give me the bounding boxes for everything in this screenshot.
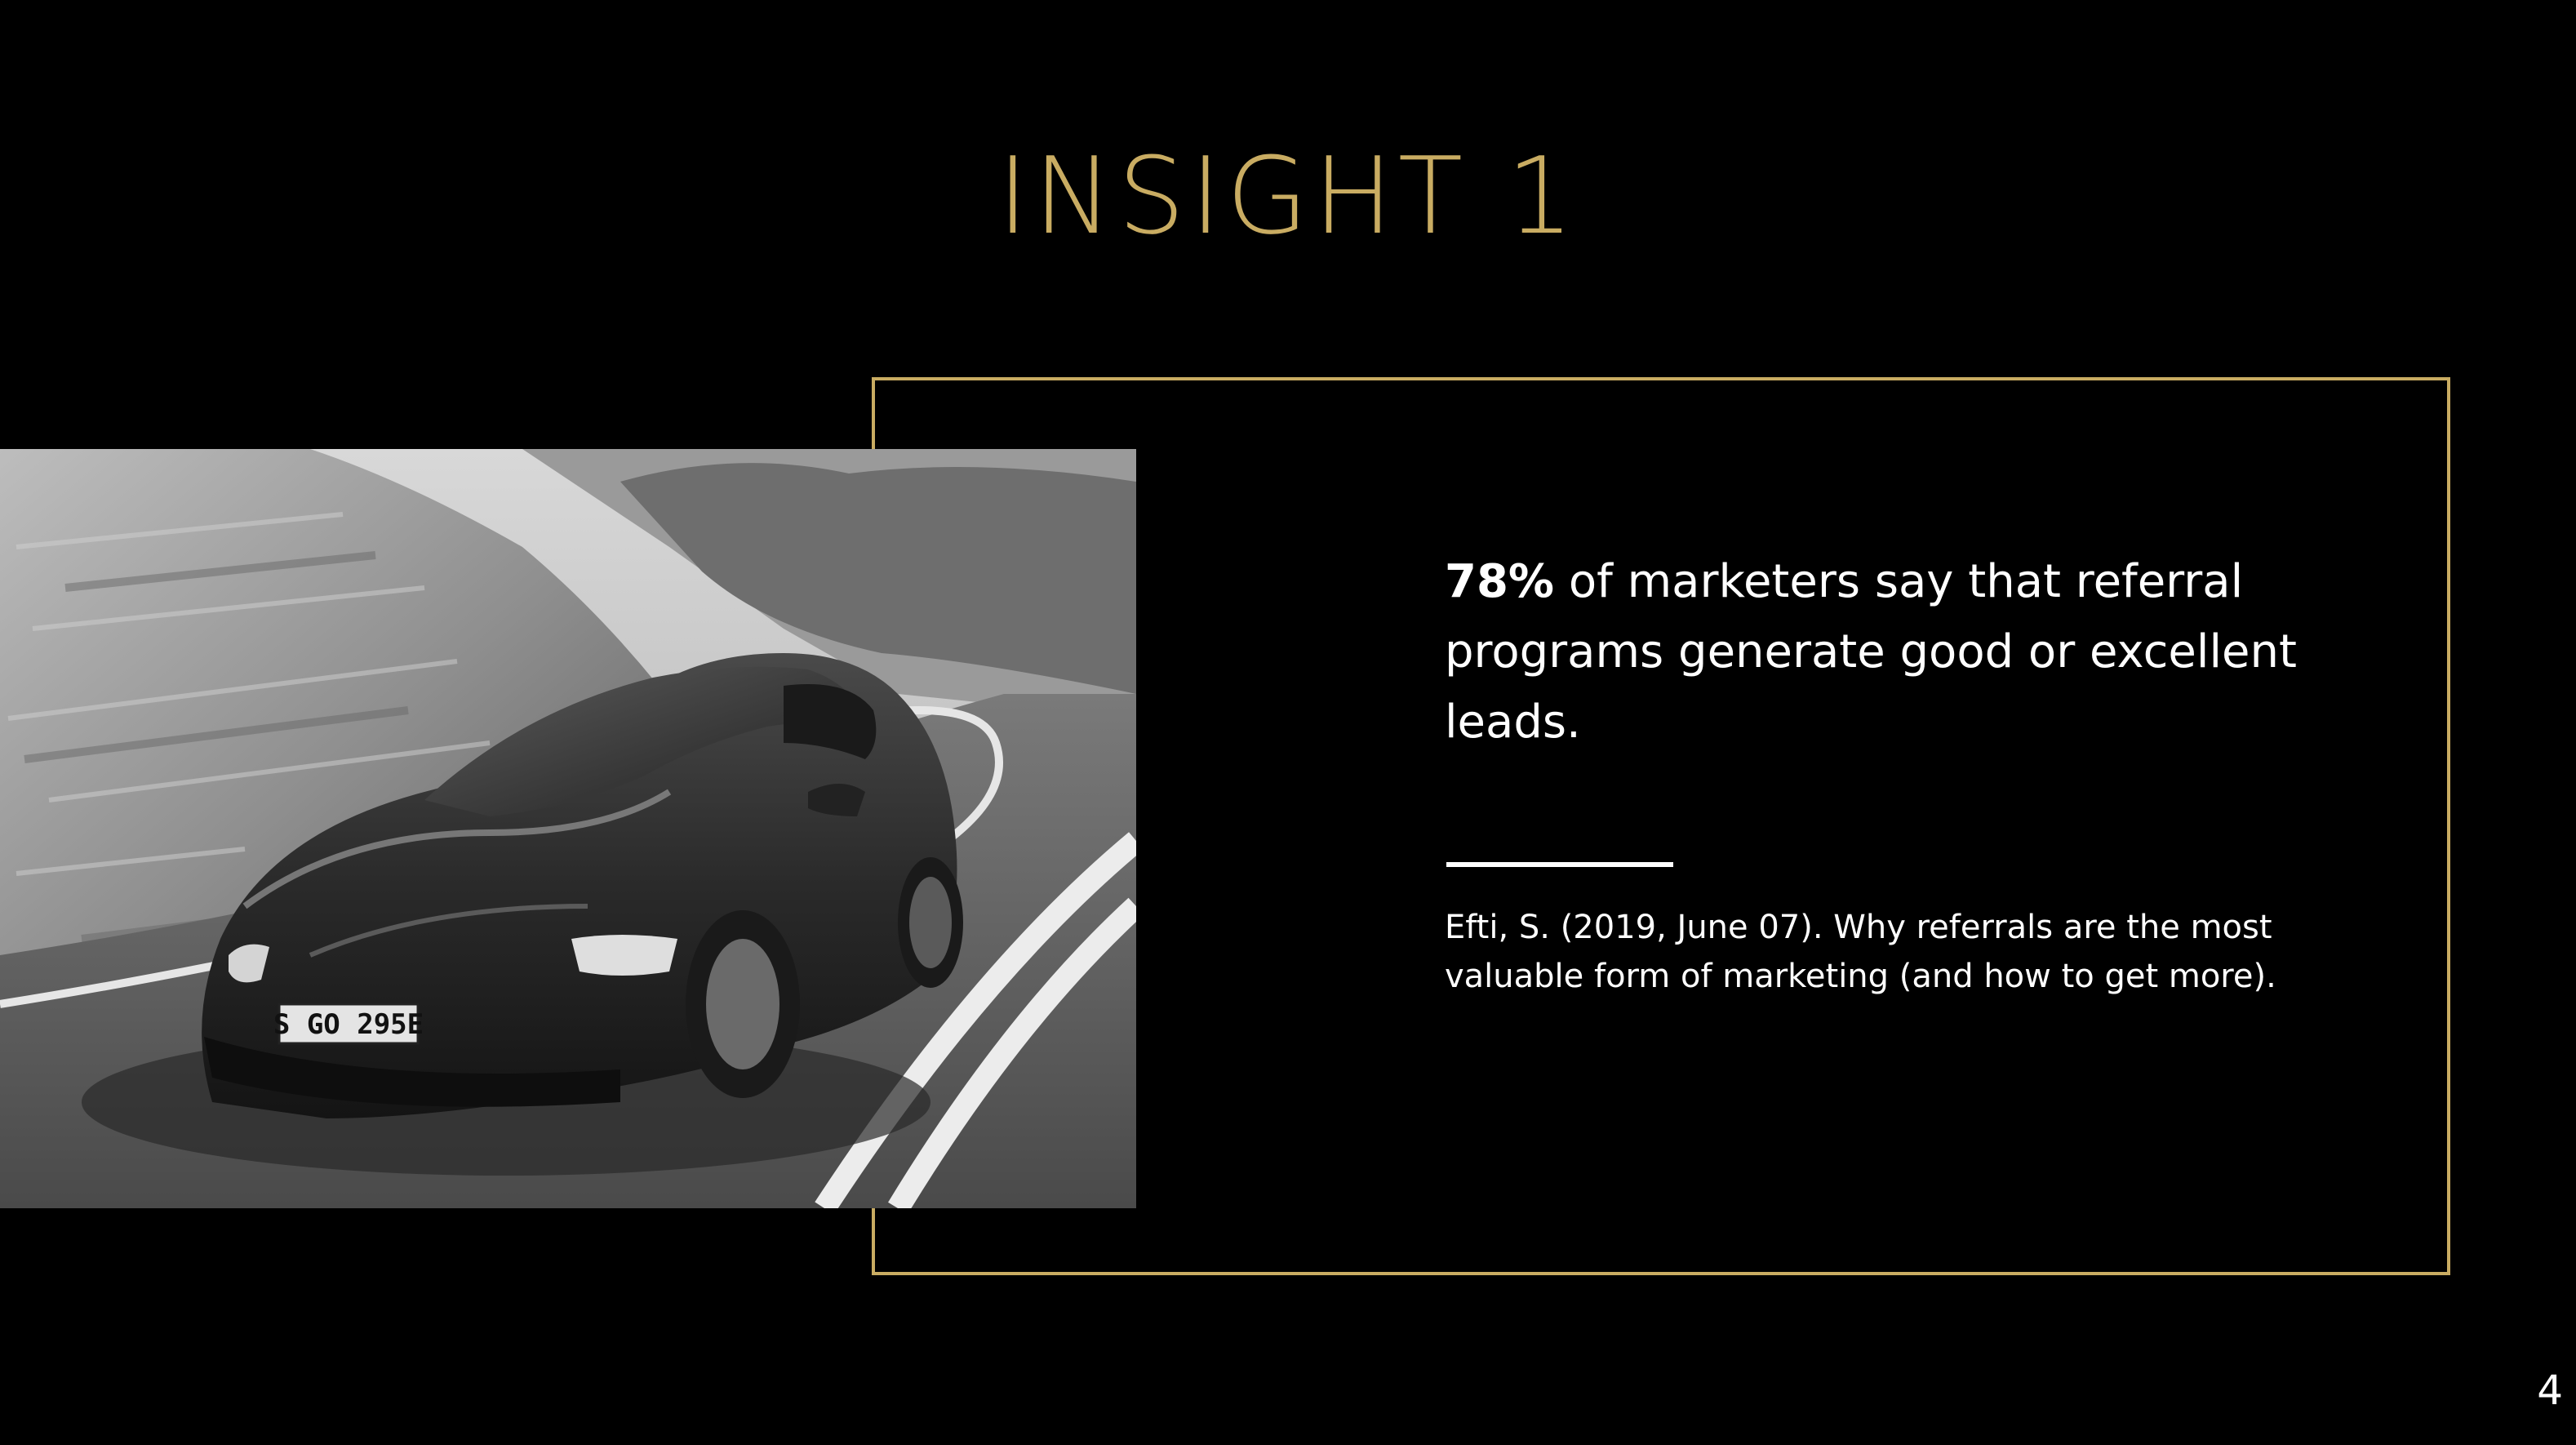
statistic-text: 78% of marketers say that referral progr… [1445, 547, 2408, 758]
statistic-body: of marketers say that referral programs … [1445, 555, 2297, 749]
divider-line [1446, 862, 1673, 867]
page-number: 4 [2537, 1367, 2563, 1414]
slide-title: INSIGHT 1 [997, 134, 1579, 258]
car-photo-illustration: S GO 295E [0, 449, 1136, 1208]
license-plate-text: S GO 295E [273, 1008, 424, 1041]
citation-text: Efti, S. (2019, June 07). Why referrals … [1445, 909, 2276, 995]
statistic-highlight: 78% [1445, 555, 1555, 608]
car-photo: S GO 295E [0, 449, 1136, 1208]
